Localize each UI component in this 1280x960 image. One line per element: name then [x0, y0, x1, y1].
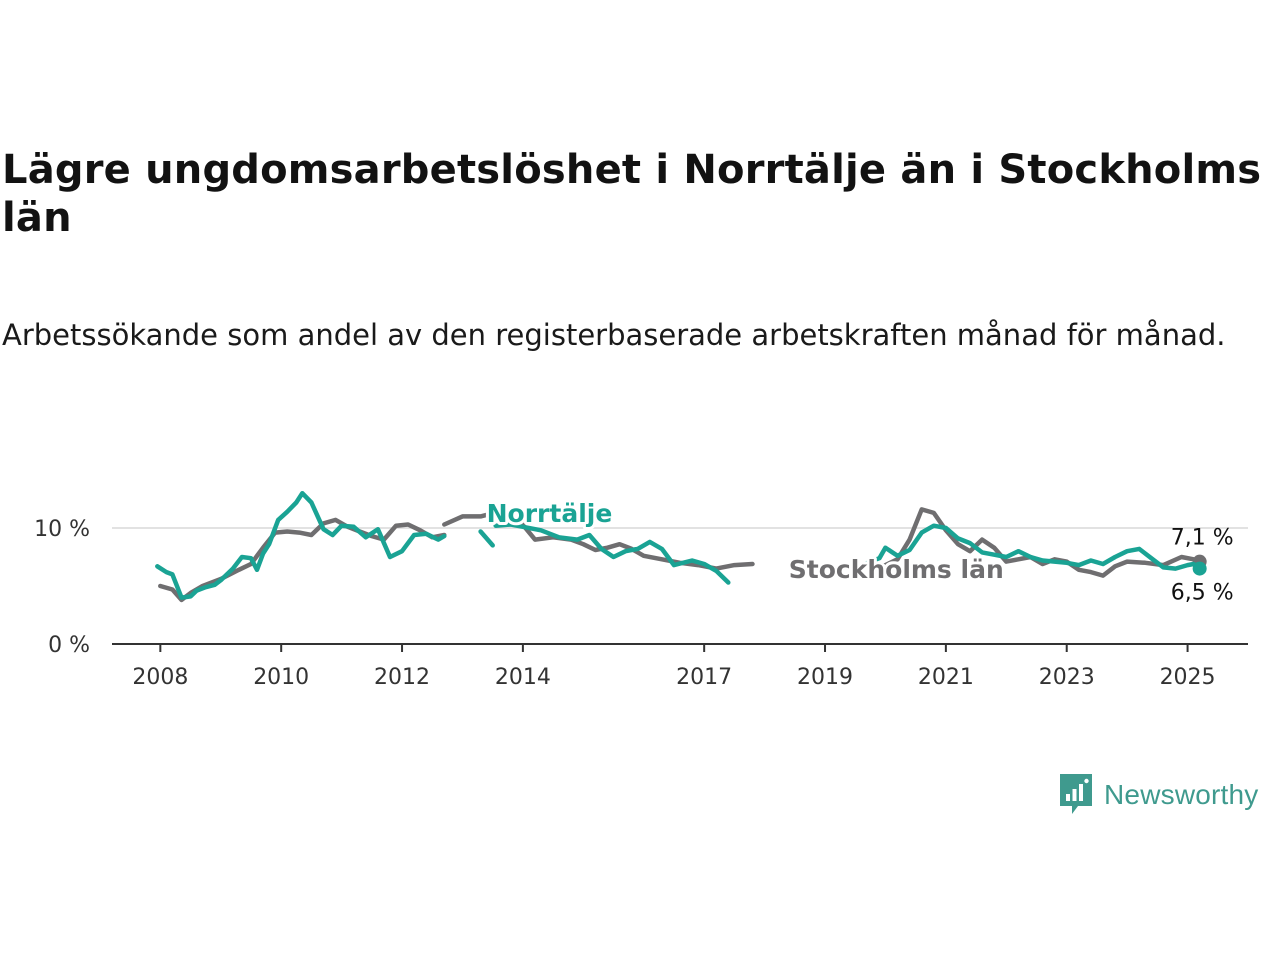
series-line-norrt-lje: [493, 522, 731, 585]
series-layer: [155, 490, 1207, 603]
series-line-norrt-lje: [798, 566, 816, 573]
newsworthy-logo: Newsworthy: [1058, 772, 1258, 818]
x-tick-label: 2014: [495, 665, 551, 690]
newsworthy-chart-icon: [1060, 774, 1092, 814]
axis-layer: 0 % 10 % 2008 2010 2012 2014 2017 2019 2021 2023 2…: [34, 517, 1248, 690]
series-line-norrt-lje: [865, 523, 1202, 571]
series-label-stockholms-l-n: Stockholms län: [789, 555, 1004, 584]
x-tick-label: 2010: [253, 665, 309, 690]
series-label-norrt-lje: Norrtälje: [487, 499, 613, 528]
series-line-stockholms-l-n: [859, 507, 1202, 578]
end-label-norrtalje: 6,5 %: [1171, 581, 1234, 606]
x-tick-label: 2021: [918, 665, 974, 690]
x-tick-label: 2023: [1039, 665, 1095, 690]
x-tick-label: 2019: [797, 665, 853, 690]
line-chart: 0 % 10 % 2008 2010 2012 2014 2017 2019 2021 2023 2…: [34, 490, 1248, 690]
end-label-stockholms-lan: 7,1 %: [1171, 526, 1234, 551]
y-tick-label: 0 %: [48, 633, 90, 658]
x-tick-label: 2008: [132, 665, 188, 690]
label-layer: 7,1 % 6,5 % Norrtälje Stockholms län: [484, 496, 1234, 606]
logo-text: Newsworthy: [1104, 779, 1259, 810]
x-tick-label: 2017: [676, 665, 732, 690]
y-tick-label: 10 %: [34, 517, 90, 542]
chart-title: Lägre ungdomsarbetslöshet i Norrtälje än…: [2, 147, 1262, 241]
chart-subtitle: Arbetssökande som andel av den registerb…: [2, 318, 1226, 352]
series-line-norrt-lje: [155, 490, 447, 600]
x-tick-label: 2012: [374, 665, 430, 690]
series-line-norrt-lje: [478, 529, 495, 548]
end-point-norrt-lje: [1192, 561, 1207, 576]
x-tick-label: 2025: [1160, 665, 1216, 690]
